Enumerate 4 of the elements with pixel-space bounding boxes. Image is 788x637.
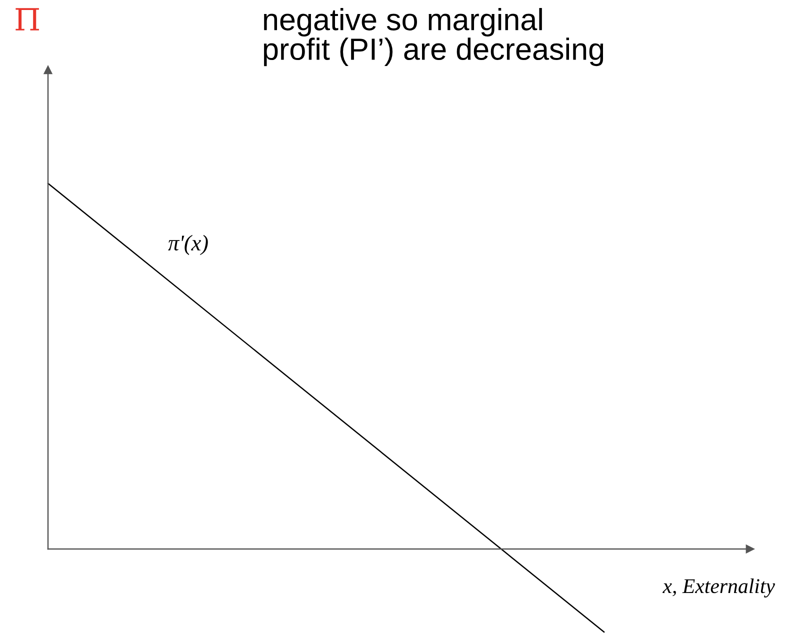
annotation: π'(x): [168, 234, 208, 256]
chart-title: negative so marginal profit (PI’) are decreasing: [264, 8, 604, 66]
text: Π: [16, 8, 39, 30]
x-axis-title: x, Externality: [662, 578, 776, 598]
